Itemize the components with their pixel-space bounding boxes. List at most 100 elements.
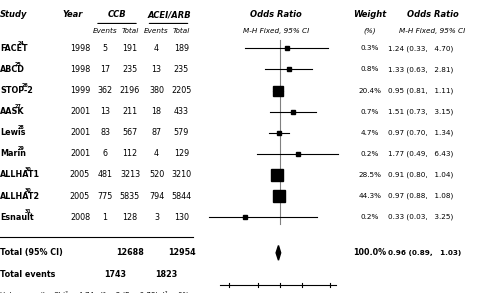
Text: 129: 129 — [174, 149, 189, 158]
Text: 29: 29 — [18, 146, 25, 151]
Text: Esnault: Esnault — [0, 213, 34, 222]
Text: Odds Ratio: Odds Ratio — [406, 10, 459, 19]
Text: 433: 433 — [174, 107, 189, 116]
Text: 0.91 (0.80,   1.04): 0.91 (0.80, 1.04) — [388, 172, 453, 178]
Text: 30: 30 — [25, 167, 32, 172]
Text: 481: 481 — [98, 171, 112, 179]
Text: FACET: FACET — [0, 44, 28, 53]
Text: 83: 83 — [100, 128, 110, 137]
Text: 112: 112 — [122, 149, 138, 158]
Text: STOP-2: STOP-2 — [0, 86, 33, 95]
Text: 567: 567 — [122, 128, 138, 137]
Text: 18: 18 — [152, 107, 162, 116]
Text: 2005: 2005 — [70, 171, 90, 179]
Text: 1: 1 — [102, 213, 108, 222]
Text: Marin: Marin — [0, 149, 26, 158]
Text: 4.7%: 4.7% — [361, 130, 379, 136]
Text: 794: 794 — [149, 192, 164, 200]
Text: 0.33 (0.03,   3.25): 0.33 (0.03, 3.25) — [388, 214, 453, 220]
Text: Year: Year — [62, 10, 82, 19]
Text: 1999: 1999 — [70, 86, 90, 95]
Text: 100.0%: 100.0% — [354, 248, 386, 257]
Text: 2196: 2196 — [120, 86, 140, 95]
Text: 25: 25 — [14, 62, 21, 67]
Text: Study: Study — [0, 10, 28, 19]
Text: 6: 6 — [102, 149, 108, 158]
Text: 1.77 (0.49,   6.43): 1.77 (0.49, 6.43) — [388, 151, 453, 157]
Text: AASK: AASK — [0, 107, 24, 116]
Text: 31: 31 — [25, 209, 32, 214]
Text: 17: 17 — [100, 65, 110, 74]
Text: 2001: 2001 — [70, 149, 90, 158]
Text: 128: 128 — [122, 213, 138, 222]
Text: 24: 24 — [18, 40, 25, 46]
Text: CCB: CCB — [108, 10, 127, 19]
Text: 0.2%: 0.2% — [361, 214, 379, 220]
Polygon shape — [276, 246, 280, 260]
Text: Heterogeneity: Chi² = 4.74, df = 8 (P = 0.78); I² = 0%: Heterogeneity: Chi² = 4.74, df = 8 (P = … — [0, 290, 189, 293]
Text: 1.24 (0.33,   4.70): 1.24 (0.33, 4.70) — [388, 45, 453, 52]
Text: 1.33 (0.63,   2.81): 1.33 (0.63, 2.81) — [388, 66, 453, 73]
Text: 189: 189 — [174, 44, 189, 53]
Text: 13: 13 — [152, 65, 162, 74]
Text: ALLHAT2: ALLHAT2 — [0, 192, 40, 200]
Text: Total events: Total events — [0, 270, 56, 279]
Text: 3213: 3213 — [120, 171, 140, 179]
Text: 12688: 12688 — [116, 248, 144, 257]
Text: 87: 87 — [152, 128, 162, 137]
Text: 2001: 2001 — [70, 128, 90, 137]
Text: 0.97 (0.70,   1.34): 0.97 (0.70, 1.34) — [388, 130, 453, 136]
Text: 775: 775 — [98, 192, 112, 200]
Text: M-H Fixed, 95% CI: M-H Fixed, 95% CI — [400, 28, 466, 34]
Text: 5844: 5844 — [172, 192, 192, 200]
Text: 28.5%: 28.5% — [358, 172, 382, 178]
Text: Events: Events — [144, 28, 169, 34]
Text: ACEI/ARB: ACEI/ARB — [147, 10, 191, 19]
Text: Total (95% CI): Total (95% CI) — [0, 248, 63, 257]
Text: Events: Events — [92, 28, 118, 34]
Text: 362: 362 — [98, 86, 112, 95]
Text: 3210: 3210 — [172, 171, 192, 179]
Text: Lewis: Lewis — [0, 128, 26, 137]
Text: 12954: 12954 — [168, 248, 196, 257]
Text: 5: 5 — [102, 44, 108, 53]
Text: 191: 191 — [122, 44, 138, 53]
Text: 2205: 2205 — [172, 86, 192, 95]
Text: 0.3%: 0.3% — [361, 45, 379, 51]
Text: 1998: 1998 — [70, 65, 90, 74]
Text: 1823: 1823 — [156, 270, 178, 279]
Text: 44.3%: 44.3% — [358, 193, 382, 199]
Text: 3: 3 — [154, 213, 159, 222]
Text: 0.7%: 0.7% — [361, 109, 379, 115]
Text: 235: 235 — [122, 65, 138, 74]
Text: 2008: 2008 — [70, 213, 90, 222]
Text: (%): (%) — [364, 28, 376, 34]
Text: 0.2%: 0.2% — [361, 151, 379, 157]
Text: 579: 579 — [174, 128, 189, 137]
Text: 2005: 2005 — [70, 192, 90, 200]
Text: 235: 235 — [174, 65, 189, 74]
Text: 0.97 (0.88,   1.08): 0.97 (0.88, 1.08) — [388, 193, 453, 199]
Text: ABCD: ABCD — [0, 65, 25, 74]
Text: 5835: 5835 — [120, 192, 140, 200]
Text: 20.4%: 20.4% — [358, 88, 382, 93]
Text: Total: Total — [173, 28, 190, 34]
Text: 380: 380 — [149, 86, 164, 95]
Text: 0.8%: 0.8% — [361, 67, 379, 72]
Text: M-H Fixed, 95% CI: M-H Fixed, 95% CI — [243, 28, 310, 34]
Text: 1998: 1998 — [70, 44, 90, 53]
Text: 28: 28 — [18, 125, 25, 130]
Text: 211: 211 — [122, 107, 138, 116]
Text: 2001: 2001 — [70, 107, 90, 116]
Text: 0.95 (0.81,   1.11): 0.95 (0.81, 1.11) — [388, 87, 453, 94]
Text: 30: 30 — [25, 188, 32, 193]
Text: Odds Ratio: Odds Ratio — [250, 10, 302, 19]
Text: ALLHAT1: ALLHAT1 — [0, 171, 40, 179]
Text: 26: 26 — [22, 83, 28, 88]
Text: 0.96 (0.89,   1.03): 0.96 (0.89, 1.03) — [388, 250, 461, 256]
Text: 520: 520 — [149, 171, 164, 179]
Text: Total: Total — [122, 28, 138, 34]
Text: 4: 4 — [154, 149, 159, 158]
Text: 13: 13 — [100, 107, 110, 116]
Text: 4: 4 — [154, 44, 159, 53]
